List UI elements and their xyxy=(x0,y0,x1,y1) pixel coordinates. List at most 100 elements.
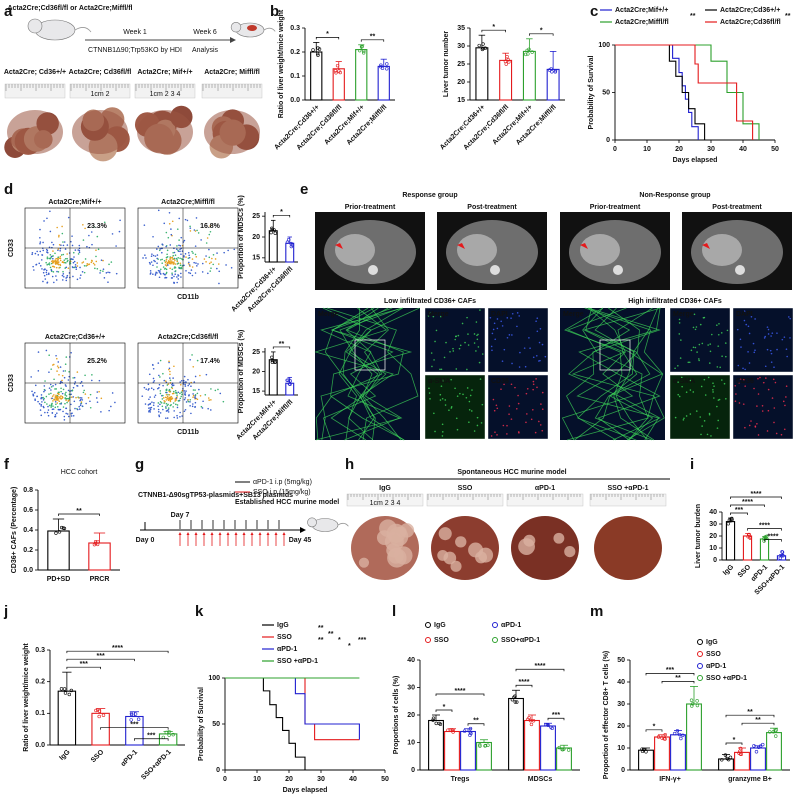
flow-event xyxy=(51,408,54,411)
if-signal xyxy=(445,341,447,344)
flow-event xyxy=(40,403,43,406)
x-tick-label: 10 xyxy=(643,146,651,153)
data-point xyxy=(513,700,517,704)
if-signal xyxy=(517,402,520,405)
flow-event xyxy=(177,278,180,280)
data-point xyxy=(171,732,175,737)
flow-event xyxy=(176,260,179,263)
legend-label: αPD-1 xyxy=(277,646,297,653)
flow-event xyxy=(80,401,83,403)
y-tick-label: 25 xyxy=(252,349,260,356)
data-point xyxy=(640,747,644,751)
flow-event xyxy=(168,360,170,363)
flow-event xyxy=(170,398,173,400)
flow-event xyxy=(216,267,218,270)
significance-bracket xyxy=(66,658,135,662)
flow-event xyxy=(175,257,178,260)
label: CD11b xyxy=(177,429,199,436)
if-signal xyxy=(752,342,755,345)
flow-event xyxy=(152,377,155,380)
flow-event xyxy=(179,264,182,267)
flow-event xyxy=(152,235,154,238)
flow-event xyxy=(51,395,54,397)
flow-event xyxy=(65,391,67,394)
flow-event xyxy=(42,396,44,399)
label: Post-treatment xyxy=(467,204,517,211)
if-signal xyxy=(490,435,493,437)
if-signal xyxy=(767,388,770,391)
flow-event xyxy=(184,408,187,411)
if-signal xyxy=(754,425,757,427)
flow-event xyxy=(173,257,176,260)
flow-event xyxy=(53,394,55,396)
flow-event xyxy=(100,411,102,413)
if-signal xyxy=(764,335,766,338)
if-signal xyxy=(720,332,723,334)
flow-event xyxy=(164,264,167,266)
y-tick-label: 100 xyxy=(208,675,220,682)
if-signal xyxy=(677,364,679,367)
flow-event xyxy=(192,389,195,391)
y-tick-label: 20 xyxy=(709,533,717,540)
if-signal xyxy=(761,410,764,412)
if-signal xyxy=(701,425,703,427)
chart-title: HCC cohort xyxy=(61,469,98,476)
mri-liver xyxy=(702,234,742,266)
flow-event xyxy=(50,386,53,388)
if-signal xyxy=(674,416,677,419)
flow-event xyxy=(189,358,191,361)
flow-event xyxy=(55,394,57,397)
flow-event xyxy=(190,385,192,388)
flow-event xyxy=(166,264,169,266)
flow-event xyxy=(196,392,199,395)
flow-event xyxy=(55,260,58,262)
label: CTNNB1-Δ90sgTP53-plasmids+SB13 plasmids xyxy=(138,492,293,499)
flow-event xyxy=(53,378,55,381)
data-point xyxy=(478,743,482,747)
flow-event xyxy=(174,400,176,402)
legend-label: SSO+αPD-1 xyxy=(501,637,540,644)
y-tick-label: 40 xyxy=(407,657,415,664)
if-signal xyxy=(774,381,777,384)
flow-event xyxy=(197,263,199,265)
legend-marker xyxy=(697,663,703,669)
data-point xyxy=(566,748,571,752)
data-point xyxy=(97,709,102,713)
zoom-box xyxy=(354,339,386,371)
flow-event xyxy=(157,269,160,272)
label: 1cm 2 3 4 xyxy=(370,500,401,507)
flow-event xyxy=(211,257,213,260)
flow-event xyxy=(189,398,192,401)
x-tick-label: PD+SD xyxy=(47,576,71,583)
flow-event xyxy=(58,400,61,403)
flow-event xyxy=(177,262,180,264)
if-signal xyxy=(678,322,681,324)
liver-nodule xyxy=(399,523,415,538)
flow-event xyxy=(150,387,153,390)
legend-marker xyxy=(492,622,498,628)
flow-event xyxy=(184,218,187,221)
flow-event xyxy=(194,394,197,396)
if-signal xyxy=(681,385,683,388)
flow-event xyxy=(52,255,54,257)
flow-event xyxy=(162,266,165,268)
flow-event xyxy=(52,385,54,387)
flow-event xyxy=(62,261,64,263)
flow-event xyxy=(162,394,164,397)
flow-event xyxy=(73,260,76,263)
if-signal xyxy=(448,409,450,412)
bar xyxy=(654,736,670,771)
flow-event xyxy=(174,270,177,272)
channel-label: Merge xyxy=(673,311,694,318)
if-signal xyxy=(784,404,786,407)
flow-event xyxy=(86,264,89,267)
significance-label: *** xyxy=(358,637,366,644)
if-signal xyxy=(454,387,456,390)
bar xyxy=(499,59,513,101)
label: CD33 xyxy=(8,374,15,392)
significance-bracket xyxy=(58,513,100,516)
if-signal xyxy=(781,338,784,341)
legend-label: Acta2Cre;Cd36+/+ xyxy=(720,7,780,14)
if-signal xyxy=(477,333,479,336)
flow-event xyxy=(173,281,175,284)
